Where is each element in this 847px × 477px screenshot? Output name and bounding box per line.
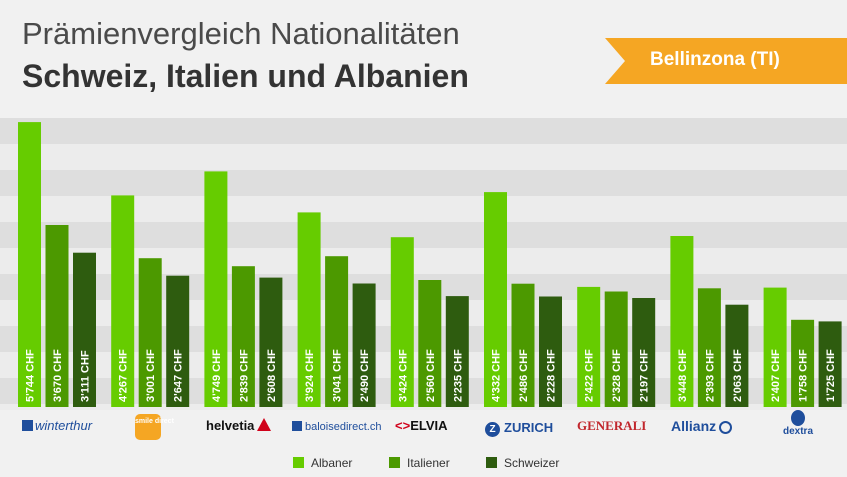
bar-label-schweizer-6: 2'197 CHF: [639, 349, 651, 402]
bar-albaner-2: [204, 171, 228, 407]
grid-band: [0, 118, 847, 144]
allianz-mark-icon: [719, 421, 733, 434]
bar-label-albaner-7: 3'448 CHF: [677, 349, 689, 402]
bar-label-albaner-0: 5'744 CHF: [25, 349, 37, 402]
bar-label-italiener-2: 2'839 CHF: [238, 349, 250, 402]
bar-label-italiener-1: 3'001 CHF: [145, 349, 157, 402]
bar-label-albaner-1: 4'267 CHF: [118, 349, 130, 402]
allianz-logo: Allianz: [671, 418, 733, 434]
bar-albaner-0: [18, 122, 41, 407]
smile-icon: smile direct: [135, 414, 174, 440]
bar-label-albaner-2: 4'749 CHF: [211, 349, 223, 402]
bar-label-italiener-4: 2'560 CHF: [425, 349, 437, 402]
baloise-logo: baloisedirect.ch: [292, 421, 381, 433]
bar-label-schweizer-0: 3'111 CHF: [80, 350, 92, 402]
bar-label-schweizer-5: 2'228 CHF: [546, 349, 558, 402]
bar-albaner-8: [763, 287, 787, 407]
bar-albaner-4: [390, 237, 414, 407]
bar-label-italiener-7: 2'393 CHF: [704, 349, 716, 402]
bar-albaner-3: [297, 212, 321, 407]
bar-chart: 5'744 CHF 3'670 CHF 3'111 CHF 4'267 CHF 3'00…: [0, 118, 847, 410]
elvia-logo: <>ELVIA: [395, 418, 448, 433]
bar-italiener-0: [45, 225, 69, 407]
location-ribbon: [605, 38, 847, 84]
bar-label-italiener-3: 3'041 CHF: [332, 349, 344, 402]
bar-label-italiener-0: 3'670 CHF: [52, 349, 64, 402]
bar-label-schweizer-2: 2'608 CHF: [266, 349, 278, 402]
bar-italiener-2: [231, 266, 255, 407]
bar-albaner-1: [111, 195, 135, 407]
legend-schweizer: Schweizer: [486, 456, 559, 470]
bar-italiener-1: [138, 258, 162, 407]
bar-label-schweizer-3: 2'490 CHF: [359, 349, 371, 402]
bar-schweizer-4: [445, 296, 469, 407]
bar-schweizer-1: [166, 275, 190, 407]
legend-swatch-schweizer: [486, 457, 497, 468]
bar-label-albaner-6: 2'422 CHF: [584, 349, 596, 402]
location-badge: Bellinzona (TI): [650, 49, 780, 70]
elvia-mark-icon: <>: [395, 418, 411, 433]
legend-swatch-italiener: [389, 457, 400, 468]
bar-label-italiener-8: 1'758 CHF: [798, 349, 810, 402]
dextra-logo: dextra: [783, 410, 813, 437]
bar-italiener-7: [697, 288, 721, 407]
bar-schweizer-6: [632, 298, 656, 407]
bar-schweizer-7: [725, 304, 749, 407]
bar-label-schweizer-1: 2'647 CHF: [173, 349, 185, 402]
bar-albaner-5: [484, 192, 507, 407]
bar-albaner-7: [670, 236, 694, 407]
bar-italiener-6: [604, 291, 628, 407]
bar-italiener-4: [418, 280, 442, 407]
winterthur-mark-icon: [22, 420, 33, 431]
zurich-logo: Z ZURICH: [485, 420, 553, 437]
bar-label-schweizer-7: 2'063 CHF: [732, 349, 744, 402]
bar-label-schweizer-4: 2'235 CHF: [452, 349, 464, 402]
grid-band: [0, 196, 847, 222]
bar-label-albaner-3: 3'924 CHF: [304, 349, 316, 402]
bar-schweizer-2: [259, 277, 283, 407]
bar-label-albaner-5: 4'332 CHF: [491, 349, 503, 402]
bar-schweizer-3: [352, 283, 376, 407]
grid-band: [0, 144, 847, 170]
helvetia-logo: helvetia: [206, 418, 272, 433]
bar-schweizer-8: [818, 321, 842, 407]
legend-swatch-albaner: [293, 457, 304, 468]
grid-band: [0, 222, 847, 248]
bar-label-schweizer-8: 1'725 CHF: [825, 349, 837, 402]
bar-label-albaner-8: 2'407 CHF: [770, 349, 782, 402]
chart-subtitle: Schweiz, Italien und Albanien: [22, 58, 469, 94]
bar-schweizer-5: [539, 296, 562, 407]
dextra-mark-icon: [791, 410, 805, 426]
bar-label-albaner-4: 3'424 CHF: [397, 349, 409, 402]
zurich-mark-icon: Z: [485, 422, 500, 437]
baloise-mark-icon: [292, 421, 302, 431]
winterthur-logo: winterthur: [22, 418, 92, 433]
bar-italiener-8: [791, 319, 815, 407]
bar-italiener-3: [325, 256, 349, 407]
helvetia-mark-icon: [257, 418, 272, 431]
grid-band: [0, 170, 847, 196]
chart-title: Prämienvergleich Nationalitäten: [22, 16, 460, 51]
bar-label-italiener-6: 2'328 CHF: [611, 349, 623, 402]
bar-schweizer-0: [73, 252, 96, 407]
bar-label-italiener-5: 2'486 CHF: [518, 349, 530, 402]
legend-albaner: Albaner: [293, 456, 352, 470]
smile-logo: smile direct: [135, 414, 174, 440]
generali-logo: GENERALI: [577, 418, 647, 433]
bar-albaner-6: [577, 286, 601, 407]
legend-italiener: Italiener: [389, 456, 450, 470]
bar-italiener-5: [511, 283, 535, 407]
